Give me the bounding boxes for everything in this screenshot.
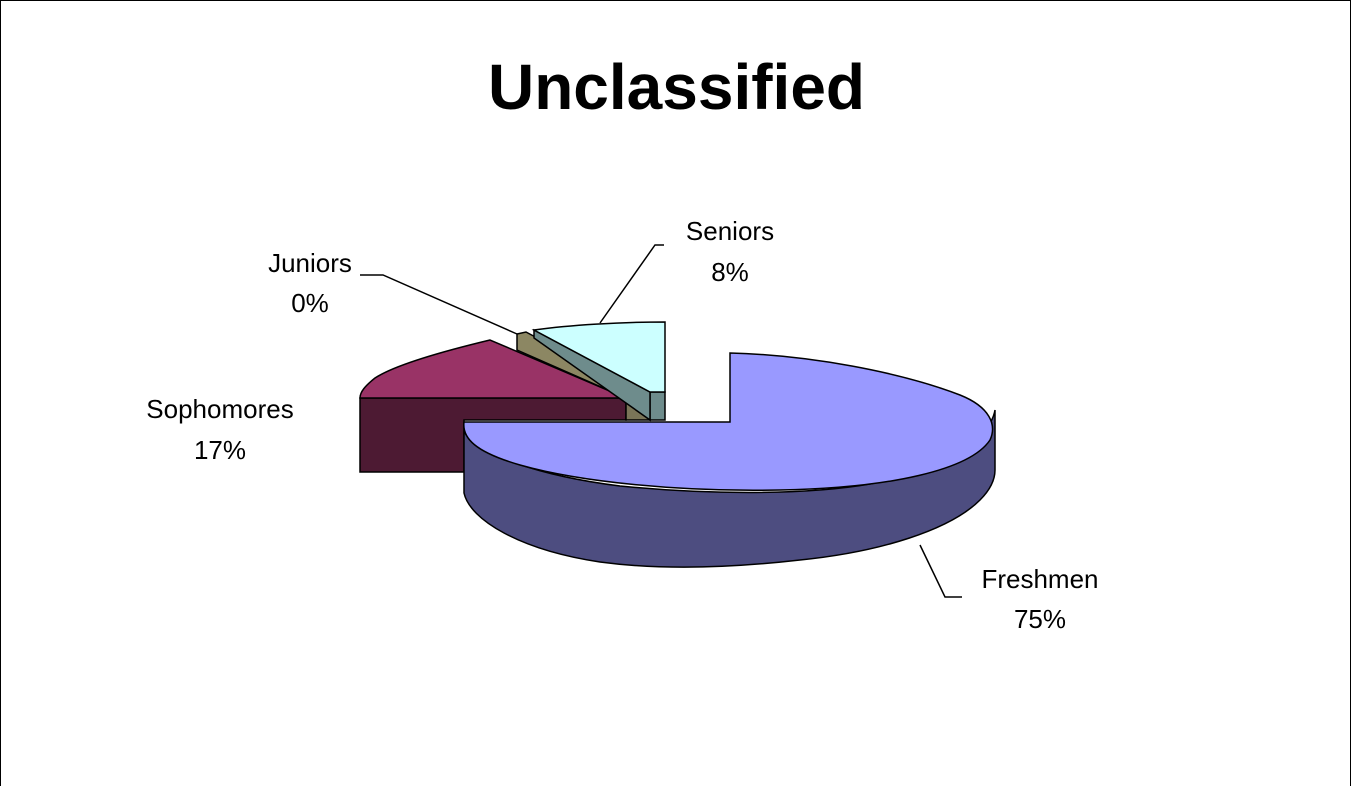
label-juniors-value: 0% <box>291 288 329 318</box>
label-freshmen-name: Freshmen <box>981 564 1098 594</box>
label-seniors-name: Seniors <box>686 216 774 246</box>
slice-seniors-side <box>649 391 666 421</box>
leader-line-seniors <box>599 244 664 324</box>
label-freshmen-value: 75% <box>1014 604 1066 634</box>
leader-line-juniors <box>360 274 518 335</box>
slice-sophomores-top <box>359 339 627 399</box>
slice-freshmen-side <box>463 409 996 568</box>
chart-title: Unclassified <box>487 51 866 123</box>
slice-seniors <box>531 321 666 422</box>
label-juniors-name: Juniors <box>268 248 352 278</box>
slice-freshmen-top <box>463 352 994 491</box>
label-seniors-value: 8% <box>711 257 749 287</box>
slice-freshmen <box>463 352 996 568</box>
leader-line-freshmen <box>919 544 962 598</box>
slice-seniors-top <box>531 321 666 393</box>
label-sophomores-value: 17% <box>194 435 246 465</box>
label-sophomores-name: Sophomores <box>146 394 293 424</box>
